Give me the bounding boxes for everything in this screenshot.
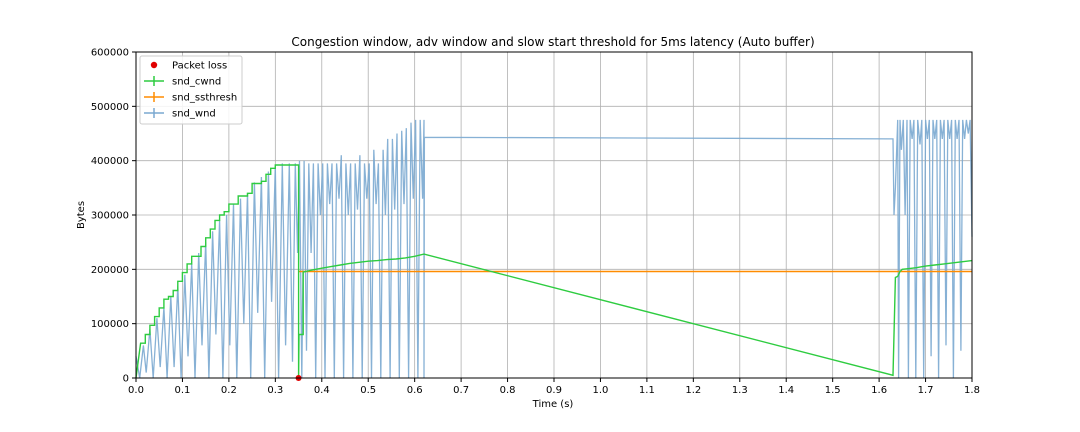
x-tick-label: 1.8 <box>964 385 980 396</box>
y-tick-label: 600000 <box>91 48 129 59</box>
chart-title: Congestion window, adv window and slow s… <box>291 35 814 49</box>
x-tick-label: 1.3 <box>732 385 748 396</box>
y-axis: 0 100000 200000 300000 400000 500000 600000 <box>91 48 136 385</box>
x-axis-label: Time (s) <box>532 399 574 410</box>
x-tick-label: 1.6 <box>871 385 887 396</box>
y-tick-label: 200000 <box>91 265 129 276</box>
x-axis: 0.0 0.1 0.2 0.3 0.4 0.5 0.6 0.7 0.8 0.9 1.0 1.1 1.2 1… <box>128 378 980 396</box>
y-tick-label: 0 <box>123 374 129 385</box>
x-tick-label: 1.2 <box>685 385 701 396</box>
x-tick-label: 0.7 <box>453 385 469 396</box>
legend-label: snd_cwnd <box>172 77 221 88</box>
x-tick-label: 0.6 <box>407 385 423 396</box>
legend-label: Packet loss <box>172 61 227 72</box>
x-tick-label: 0.8 <box>500 385 516 396</box>
x-tick-label: 0.9 <box>546 385 562 396</box>
y-tick-label: 100000 <box>91 319 129 330</box>
legend-marker-dot <box>150 61 158 69</box>
x-tick-label: 1.1 <box>639 385 655 396</box>
y-tick-label: 400000 <box>91 156 129 167</box>
x-tick-label: 0.1 <box>174 385 190 396</box>
x-tick-label: 0.2 <box>221 385 237 396</box>
legend-label: snd_wnd <box>172 109 216 120</box>
y-tick-label: 300000 <box>91 211 129 222</box>
grid <box>135 51 973 379</box>
x-tick-label: 0.5 <box>360 385 376 396</box>
x-tick-label: 0.0 <box>128 385 144 396</box>
x-tick-label: 1.0 <box>592 385 608 396</box>
y-tick-label: 500000 <box>91 102 129 113</box>
x-tick-label: 1.5 <box>825 385 841 396</box>
x-tick-label: 1.7 <box>918 385 934 396</box>
series-line-snd-cwnd <box>135 164 973 379</box>
series-line-snd-wnd <box>135 119 973 379</box>
y-axis-label: Bytes <box>76 201 87 229</box>
x-tick-label: 1.4 <box>778 385 794 396</box>
x-tick-label: 0.4 <box>314 385 330 396</box>
legend-box <box>139 55 243 125</box>
x-tick-label: 0.3 <box>267 385 283 396</box>
legend-label: snd_ssthresh <box>172 93 237 104</box>
legend: Packet loss snd_cwnd snd_ssthresh snd_wnd <box>139 55 243 125</box>
series-layer <box>135 119 973 381</box>
